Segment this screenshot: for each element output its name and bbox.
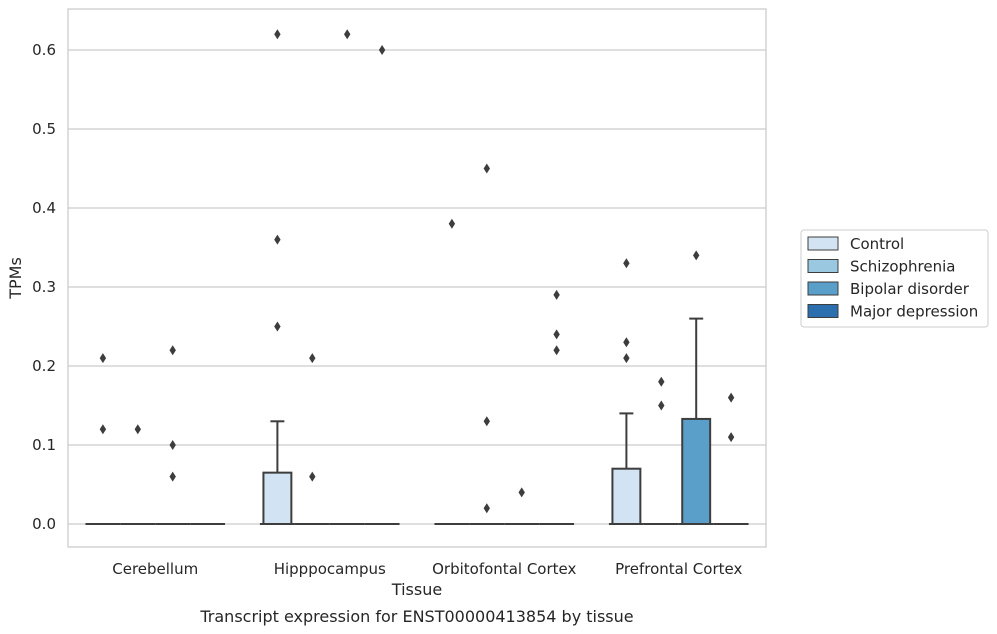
outlier-point bbox=[693, 250, 700, 261]
outlier-point bbox=[99, 424, 107, 435]
outlier-point bbox=[553, 289, 560, 300]
legend-label: Bipolar disorder bbox=[850, 280, 970, 298]
y-tick-labels: 0.0 0.1 0.2 0.3 0.4 0.5 0.6 bbox=[32, 41, 56, 533]
box-control bbox=[85, 353, 121, 525]
box-major-depression bbox=[713, 392, 749, 525]
outlier-point bbox=[274, 29, 281, 40]
outlier-point bbox=[727, 432, 735, 443]
legend-swatch bbox=[807, 259, 839, 273]
y-tick-label: 0.6 bbox=[32, 41, 56, 59]
outlier-point bbox=[483, 503, 490, 514]
box-body bbox=[681, 417, 712, 525]
box-schizophrenia bbox=[643, 376, 679, 525]
y-tick-label: 0.4 bbox=[32, 199, 56, 217]
box-major-depression bbox=[364, 45, 400, 525]
x-tick-label: Orbitofontal Cortex bbox=[432, 560, 576, 578]
y-tick-label: 0.0 bbox=[32, 515, 56, 533]
box-bipolar-disorder bbox=[678, 250, 714, 525]
legend-frame bbox=[800, 229, 989, 328]
y-tick-label: 0.3 bbox=[32, 278, 56, 296]
outlier-point bbox=[623, 353, 630, 364]
legend-swatch bbox=[807, 304, 839, 318]
outlier-point bbox=[169, 471, 176, 482]
outlier-point bbox=[378, 45, 386, 55]
x-tick-label: Cerebellum bbox=[112, 560, 198, 578]
y-tick-label: 0.5 bbox=[32, 120, 56, 138]
outlier-point bbox=[483, 416, 490, 427]
legend-swatch bbox=[807, 236, 839, 251]
box-schizophrenia bbox=[294, 353, 330, 525]
outlier-point bbox=[134, 424, 141, 435]
plot-frame bbox=[67, 8, 767, 548]
outlier-point bbox=[553, 345, 560, 356]
outlier-point bbox=[169, 440, 176, 450]
outlier-point bbox=[623, 258, 630, 269]
legend: Control Schizophrenia Bipolar disorder Majo… bbox=[800, 229, 989, 328]
outlier-point bbox=[274, 321, 281, 332]
box-bipolar-disorder bbox=[155, 345, 191, 525]
x-axis-label: Tissue bbox=[391, 580, 442, 599]
outlier-point bbox=[344, 29, 351, 40]
x-tick-label: Hipppocampus bbox=[274, 560, 386, 578]
outlier-point bbox=[309, 471, 316, 482]
outlier-point bbox=[727, 392, 735, 403]
outlier-point bbox=[99, 353, 107, 364]
outlier-point bbox=[309, 353, 316, 364]
box-bipolar-disorder bbox=[329, 29, 365, 525]
chart-caption: Transcript expression for ENST0000041385… bbox=[199, 607, 633, 626]
box-body bbox=[611, 467, 642, 526]
box-marks bbox=[85, 29, 749, 526]
box-major-depression bbox=[539, 289, 575, 525]
y-axis-label: TPMs bbox=[6, 257, 25, 300]
y-tick-label: 0.2 bbox=[32, 357, 56, 375]
outlier-point bbox=[483, 163, 490, 174]
grid-lines bbox=[68, 49, 766, 525]
legend-label: Schizophrenia bbox=[850, 258, 955, 276]
outlier-point bbox=[169, 345, 176, 356]
outlier-point bbox=[448, 218, 456, 229]
outlier-point bbox=[658, 400, 665, 411]
box-control bbox=[608, 258, 644, 526]
outlier-point bbox=[274, 234, 281, 245]
legend-label: Control bbox=[850, 235, 904, 253]
y-tick-label: 0.1 bbox=[32, 436, 56, 454]
box-control bbox=[259, 29, 295, 525]
box-body bbox=[262, 471, 293, 525]
x-tick-labels: Cerebellum Hipppocampus Orbitofontal Corte… bbox=[112, 560, 742, 578]
x-tick-label: Prefrontal Cortex bbox=[615, 560, 742, 578]
legend-swatch bbox=[807, 281, 839, 296]
box-control bbox=[434, 218, 470, 525]
box-schizophrenia bbox=[469, 163, 505, 525]
outlier-point bbox=[553, 329, 560, 340]
outlier-point bbox=[623, 337, 630, 348]
outlier-point bbox=[518, 487, 525, 498]
box-bipolar-disorder bbox=[504, 487, 540, 525]
box-schizophrenia bbox=[120, 424, 156, 525]
legend-label: Major depression bbox=[850, 303, 978, 321]
outlier-point bbox=[658, 376, 665, 387]
